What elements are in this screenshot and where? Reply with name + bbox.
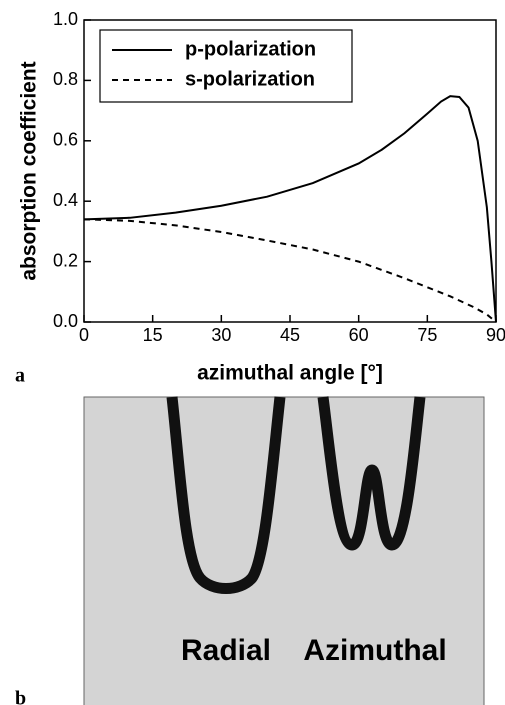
y-axis-label: absorption coefficient (18, 61, 41, 280)
x-tick-label: 15 (143, 325, 163, 345)
series-line (83, 95, 497, 323)
series-line (83, 218, 497, 323)
panel-label: b (15, 688, 26, 705)
x-tick-label: 0 (79, 325, 89, 345)
radial-curve (166, 396, 286, 594)
y-tick-label: 1.0 (53, 9, 78, 29)
diagram-label: Radial (181, 634, 271, 667)
azimuthal-curve (317, 396, 426, 551)
legend-box (99, 29, 353, 103)
y-tick-label: 0.8 (53, 69, 78, 89)
y-tick-label: 0.0 (53, 311, 78, 331)
x-tick-label: 90 (486, 325, 505, 345)
legend-label: p-polarization (185, 38, 316, 60)
y-tick-label: 0.2 (53, 250, 78, 270)
diagram-label: Azimuthal (303, 634, 446, 667)
x-tick-label: 45 (280, 325, 300, 345)
x-tick-label: 30 (211, 325, 231, 345)
y-tick-label: 0.6 (53, 130, 78, 150)
x-axis-label: azimuthal angle [°] (197, 362, 383, 385)
x-tick-label: 60 (349, 325, 369, 345)
panel-label: a (15, 365, 25, 387)
diagram: Radial Azimuthal b (15, 396, 485, 705)
legend-label: s-polarization (185, 68, 315, 90)
y-tick-label: 0.4 (53, 190, 78, 210)
x-tick-label: 75 (417, 325, 437, 345)
